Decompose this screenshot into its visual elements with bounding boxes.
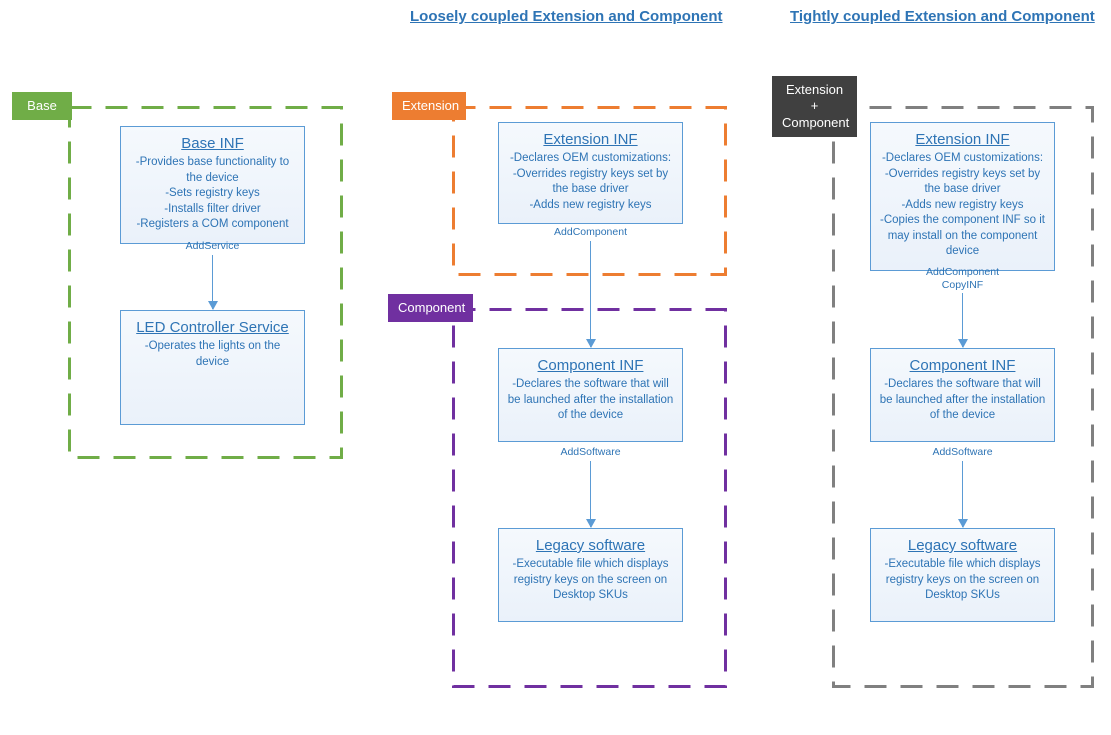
node-box: Legacy software -Executable file which di… [498, 528, 683, 622]
badge-extension-component: Extension + Component [772, 76, 857, 137]
arrow: AddSoftware [870, 446, 1055, 527]
node-title: Component INF [879, 357, 1046, 374]
arrow-label: AddService [120, 240, 305, 253]
badge-extension: Extension [392, 92, 466, 120]
node-desc: -Declares the software that will be laun… [507, 377, 674, 424]
node-title: Legacy software [879, 537, 1046, 554]
arrow-label: AddComponent CopyINF [870, 266, 1055, 291]
node-desc: -Declares OEM customizations:-Overrides … [507, 151, 674, 213]
badge-component: Component [388, 294, 473, 322]
node-box: Legacy software -Executable file which di… [870, 528, 1055, 622]
node-desc: -Executable file which displays registry… [507, 557, 674, 604]
node-title: Extension INF [507, 131, 674, 148]
node-title: LED Controller Service [129, 319, 296, 336]
node-title: Component INF [507, 357, 674, 374]
node-box: Base INF -Provides base functionality to … [120, 126, 305, 244]
node-box: Extension INF -Declares OEM customization… [870, 122, 1055, 271]
arrow-label: AddComponent [498, 226, 683, 239]
node-desc: -Operates the lights on the device [129, 339, 296, 370]
node-desc: -Executable file which displays registry… [879, 557, 1046, 604]
arrow: AddComponent [498, 226, 683, 347]
arrow-label: AddSoftware [870, 446, 1055, 459]
node-desc: -Declares the software that will be laun… [879, 377, 1046, 424]
node-title: Base INF [129, 135, 296, 152]
arrow: AddComponent CopyINF [870, 266, 1055, 347]
node-box: Component INF -Declares the software that… [870, 348, 1055, 442]
node-title: Legacy software [507, 537, 674, 554]
arrow: AddSoftware [498, 446, 683, 527]
node-desc: -Provides base functionality to the devi… [129, 155, 296, 233]
heading-loose: Loosely coupled Extension and Component [410, 8, 723, 25]
arrow-label: AddSoftware [498, 446, 683, 459]
node-title: Extension INF [879, 131, 1046, 148]
heading-tight: Tightly coupled Extension and Component [790, 8, 1095, 25]
node-desc: -Declares OEM customizations:-Overrides … [879, 151, 1046, 260]
badge-base: Base [12, 92, 72, 120]
node-box: Extension INF -Declares OEM customization… [498, 122, 683, 224]
arrow: AddService [120, 240, 305, 309]
node-box: LED Controller Service -Operates the ligh… [120, 310, 305, 425]
node-box: Component INF -Declares the software that… [498, 348, 683, 442]
